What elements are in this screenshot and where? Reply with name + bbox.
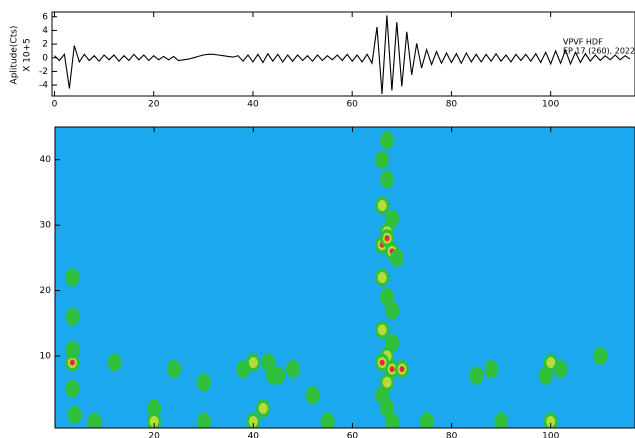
spectral-cell <box>248 357 258 369</box>
y-tick-label: 6 <box>42 12 48 22</box>
spectral-cell <box>375 150 390 169</box>
spectral-cell <box>87 412 102 428</box>
y-axis-label: Aplitude(Cts) <box>10 26 20 85</box>
scale-label: X 10+5 <box>23 38 33 72</box>
spectral-cell <box>266 366 281 385</box>
spectral-cell <box>166 360 181 379</box>
spectral-cell <box>285 360 300 379</box>
spectral-cell <box>377 324 387 336</box>
spectral-cell <box>469 366 484 385</box>
spectral-cell <box>385 412 400 428</box>
spectral-cell <box>382 376 392 388</box>
x-tick-label: 60 <box>347 432 359 438</box>
annotation: VPVF HDF <box>563 38 603 47</box>
spectral-cell <box>379 359 385 366</box>
x-tick-label: 80 <box>446 100 458 110</box>
spectral-cell <box>546 415 556 427</box>
plot-background <box>55 127 635 428</box>
y-tick-label: -2 <box>39 67 48 77</box>
cells <box>65 131 608 428</box>
spectral-cell <box>538 366 553 385</box>
spectral-cell <box>69 359 75 366</box>
plot-frame <box>51 11 635 97</box>
x-tick-label: 100 <box>542 100 559 110</box>
spectral-cell <box>389 366 395 373</box>
annotation: EP 17 (260), 2022 <box>563 47 635 56</box>
spectral-cell <box>494 412 509 428</box>
y-tick-label: 4 <box>42 26 48 36</box>
spectral-cell <box>147 399 162 418</box>
spectral-cell <box>196 412 211 428</box>
spectral-cell <box>65 307 80 326</box>
spectral-cell <box>546 357 556 369</box>
x-tick-label: 0 <box>52 100 58 110</box>
spectral-cell <box>377 272 387 283</box>
y-tick-label: 30 <box>40 221 52 231</box>
x-tick-label: 40 <box>247 100 259 110</box>
spectral-cell <box>390 248 405 267</box>
spectral-cell <box>380 170 395 189</box>
spectral-cell <box>149 415 159 427</box>
spectral-cell <box>419 412 434 428</box>
spectral-cell <box>380 131 395 150</box>
spectral-cell <box>258 402 268 414</box>
spectral-cell <box>236 360 251 379</box>
spectral-cell <box>305 386 320 405</box>
x-tick-label: 40 <box>248 432 260 438</box>
x-tick-label: 60 <box>346 100 358 110</box>
spectral-cell <box>67 405 82 424</box>
spectral-cell <box>384 235 390 242</box>
y-tick-label: 20 <box>40 286 52 296</box>
spectral-cell <box>385 301 400 320</box>
spectral-cell <box>65 340 80 359</box>
y-tick-label: -4 <box>39 81 48 91</box>
spectral-cell <box>65 379 80 398</box>
y-tick-label: 0 <box>42 53 48 63</box>
x-tick-label: 100 <box>542 432 559 438</box>
x-tick-label: 80 <box>446 432 458 438</box>
spectral-cell <box>320 412 335 428</box>
x-tick-label: 20 <box>148 432 160 438</box>
waveform <box>54 15 631 95</box>
y-tick-label: 40 <box>40 155 52 165</box>
y-tick-label: 10 <box>40 352 52 362</box>
y-tick-label: 2 <box>42 40 48 50</box>
spectral-cell <box>553 360 568 379</box>
spectral-cell <box>248 415 258 427</box>
spectral-cell <box>196 373 211 392</box>
spectral-cell <box>484 360 499 379</box>
plot-frame <box>54 126 635 429</box>
spectral-cell <box>377 200 387 212</box>
spectral-cell <box>65 268 80 287</box>
spectral-cell <box>399 366 405 373</box>
spectral-cell <box>107 353 122 372</box>
x-tick-label: 20 <box>148 100 160 110</box>
spectral-cell <box>593 347 608 366</box>
